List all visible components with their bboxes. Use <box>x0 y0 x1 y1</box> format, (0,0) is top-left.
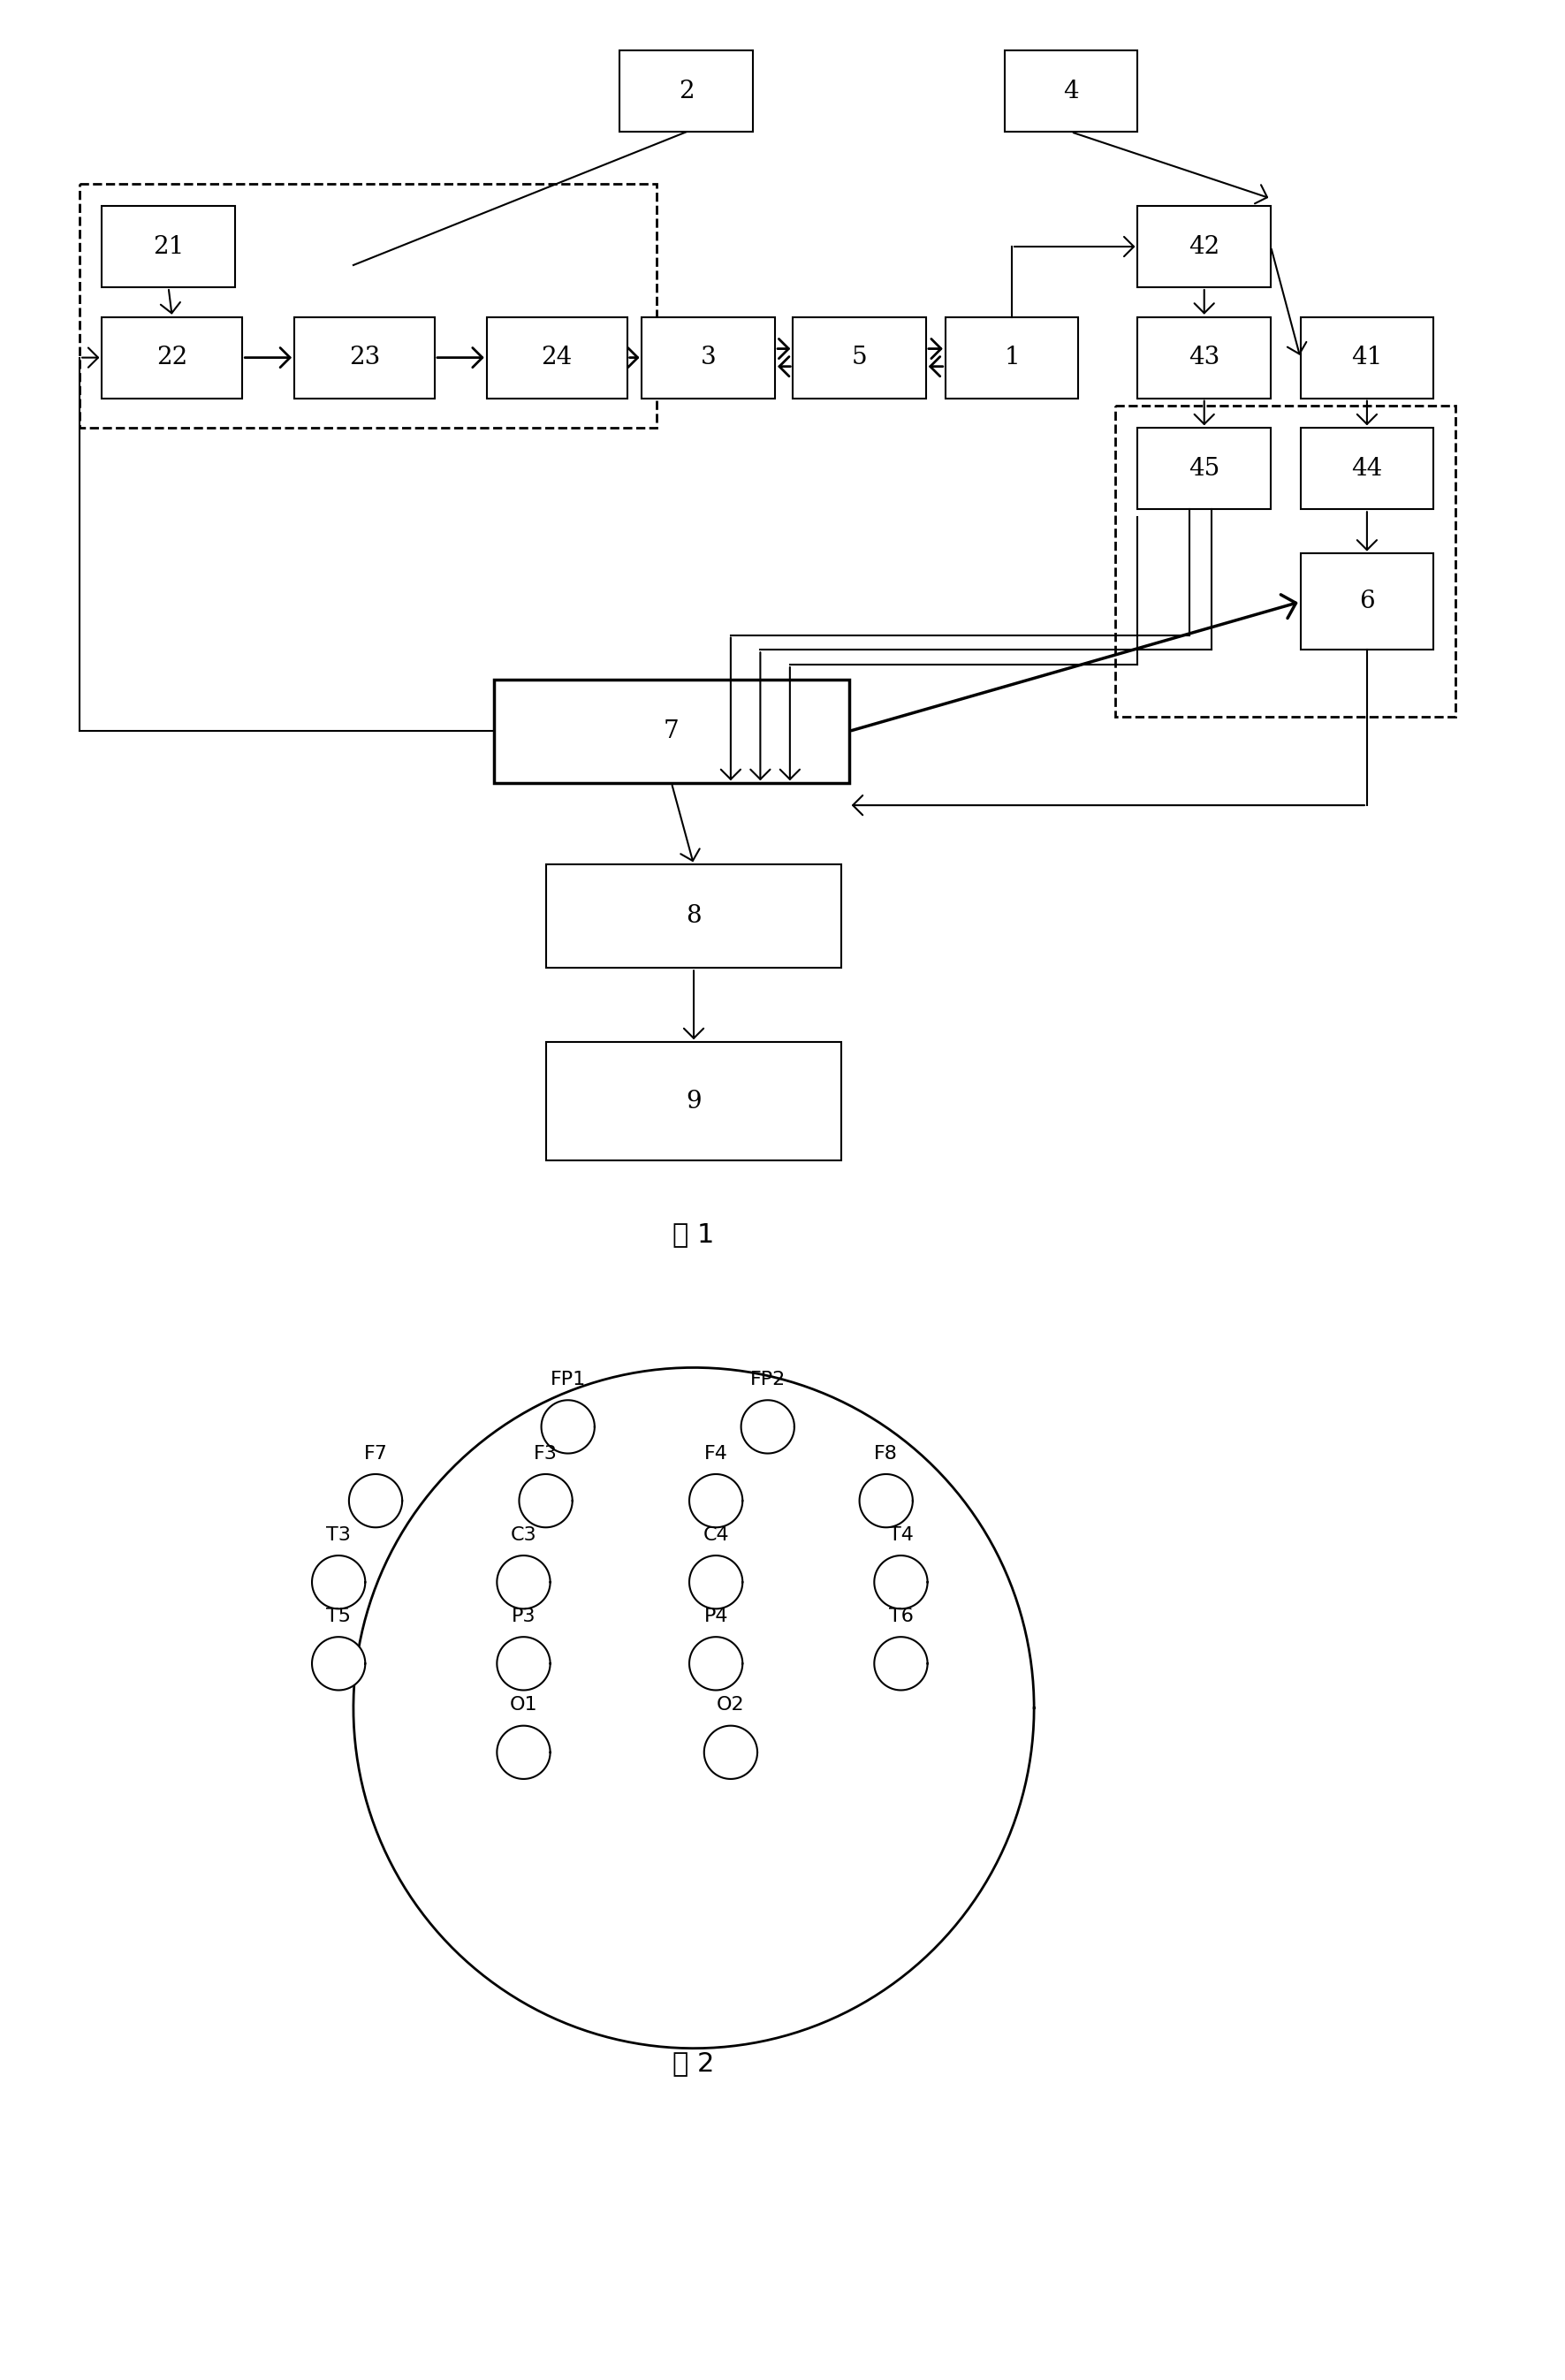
Polygon shape <box>498 1557 551 1609</box>
Text: 图 1: 图 1 <box>673 1221 715 1247</box>
Polygon shape <box>704 1726 757 1778</box>
Bar <box>1138 207 1271 288</box>
Text: F4: F4 <box>704 1445 728 1461</box>
Text: T6: T6 <box>889 1606 914 1626</box>
Text: T4: T4 <box>889 1526 914 1545</box>
Text: FP1: FP1 <box>551 1371 585 1388</box>
Text: P3: P3 <box>512 1606 535 1626</box>
Text: 3: 3 <box>701 345 717 369</box>
Text: 4: 4 <box>1063 79 1078 102</box>
Polygon shape <box>498 1726 551 1778</box>
Text: 23: 23 <box>349 345 380 369</box>
Bar <box>1116 405 1455 716</box>
Polygon shape <box>311 1637 365 1690</box>
Bar <box>294 317 435 397</box>
Bar <box>1301 428 1434 509</box>
Text: T5: T5 <box>326 1606 351 1626</box>
Text: F8: F8 <box>875 1445 898 1461</box>
Text: 21: 21 <box>153 236 185 259</box>
Text: 8: 8 <box>685 904 701 928</box>
Polygon shape <box>689 1473 742 1528</box>
Text: C4: C4 <box>703 1526 729 1545</box>
Bar <box>495 678 850 783</box>
Text: FP2: FP2 <box>750 1371 786 1388</box>
Text: 42: 42 <box>1189 236 1219 259</box>
Bar <box>546 1042 842 1161</box>
Text: 2: 2 <box>679 79 695 102</box>
Bar <box>102 317 243 397</box>
Bar <box>642 317 775 397</box>
Text: 9: 9 <box>685 1090 701 1114</box>
Text: 7: 7 <box>664 719 679 743</box>
Polygon shape <box>875 1637 928 1690</box>
Text: C3: C3 <box>510 1526 537 1545</box>
Polygon shape <box>875 1557 928 1609</box>
Text: 41: 41 <box>1351 345 1382 369</box>
Bar <box>945 317 1078 397</box>
Text: F7: F7 <box>363 1445 388 1461</box>
Polygon shape <box>859 1473 912 1528</box>
Text: 6: 6 <box>1358 590 1374 614</box>
Text: 43: 43 <box>1189 345 1219 369</box>
Bar <box>487 317 628 397</box>
Text: F3: F3 <box>534 1445 557 1461</box>
Bar <box>1138 428 1271 509</box>
Text: O2: O2 <box>717 1697 745 1714</box>
Bar <box>546 864 842 969</box>
Text: 22: 22 <box>157 345 188 369</box>
Text: 图 2: 图 2 <box>673 2049 715 2075</box>
Bar <box>1005 50 1138 131</box>
Text: 24: 24 <box>541 345 573 369</box>
Text: 1: 1 <box>1005 345 1020 369</box>
Bar <box>1301 317 1434 397</box>
Polygon shape <box>742 1399 795 1454</box>
Bar <box>102 207 235 288</box>
Polygon shape <box>689 1637 742 1690</box>
Text: T3: T3 <box>326 1526 351 1545</box>
Bar <box>1138 317 1271 397</box>
Text: 5: 5 <box>851 345 867 369</box>
Bar <box>1301 555 1434 650</box>
Polygon shape <box>541 1399 595 1454</box>
Bar <box>620 50 753 131</box>
Text: 44: 44 <box>1352 457 1382 481</box>
Polygon shape <box>311 1557 365 1609</box>
Polygon shape <box>520 1473 573 1528</box>
Polygon shape <box>498 1637 551 1690</box>
Polygon shape <box>349 1473 402 1528</box>
Polygon shape <box>689 1557 742 1609</box>
Text: O1: O1 <box>510 1697 537 1714</box>
Bar <box>80 183 657 428</box>
Bar <box>793 317 926 397</box>
Text: P4: P4 <box>704 1606 728 1626</box>
Text: 45: 45 <box>1189 457 1219 481</box>
